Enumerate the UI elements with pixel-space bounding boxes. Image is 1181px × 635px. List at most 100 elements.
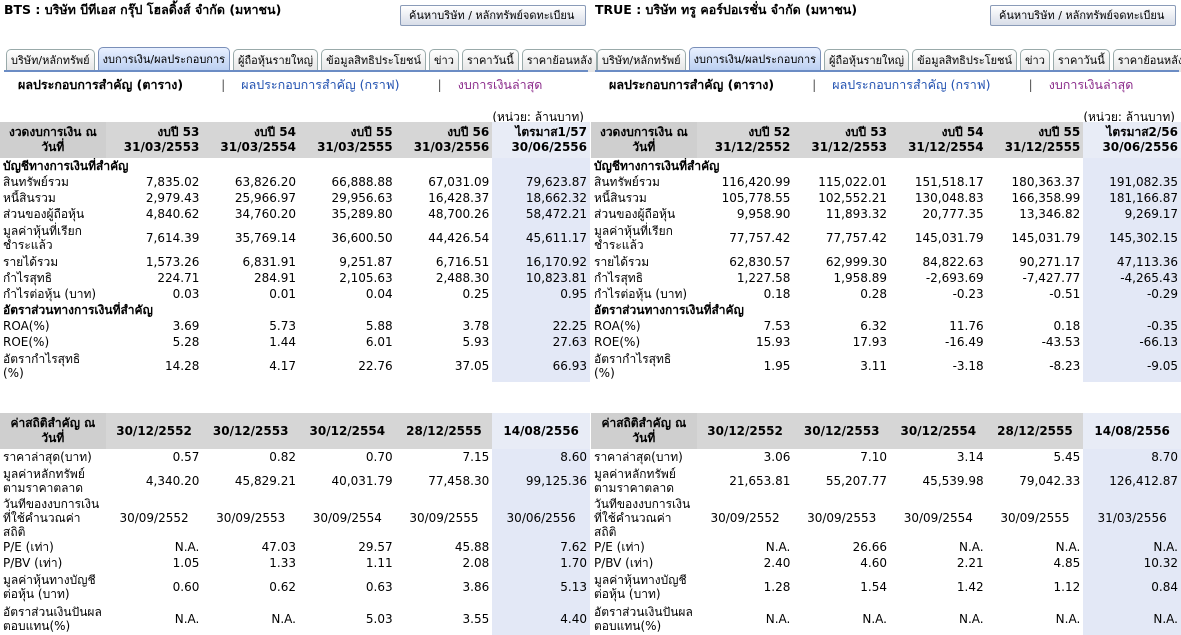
tab-4[interactable]: ข่าว: [429, 49, 459, 72]
row-label: กำไรต่อหุ้น (บาท): [3, 287, 97, 301]
value-cell: 0.25: [462, 287, 490, 301]
tab-0[interactable]: บริษัท/หลักทรัพย์: [597, 49, 686, 72]
row-label: อัตราส่วนเงินปันผลตอบแทน(%): [594, 605, 693, 633]
table-row: ROE(%) 15.93 17.93 -16.49 -43.53 -66.13: [591, 334, 1181, 350]
value-cell: 7.53: [763, 319, 791, 333]
sub-navigation: ผลประกอบการสำคัญ (ตาราง) | ผลประกอบการสำคั…: [18, 75, 542, 95]
value-cell: 1.12: [1053, 580, 1081, 594]
table-row: หนี้สินรวม 2,979.43 25,966.97 29,956.63 16,4…: [0, 190, 590, 206]
row-label: P/E (เท่า): [3, 540, 54, 554]
table-row: อัตราส่วนเงินปันผลตอบแทน(%) N.A. N.A. 5.03 3…: [0, 603, 590, 635]
value-cell: 145,031.79: [914, 231, 984, 245]
value-cell: 0.84: [1083, 571, 1181, 603]
value-cell: 44,426.54: [428, 231, 490, 245]
section-heading: อัตราส่วนทางการเงินที่สำคัญ: [594, 303, 744, 317]
row-label: P/BV (เท่า): [594, 556, 654, 570]
tab-5[interactable]: ราคาวันนี้: [461, 49, 519, 72]
value-cell: 45,611.17: [492, 222, 590, 254]
tab-1[interactable]: งบการเงิน/ผลประกอบการ: [97, 47, 231, 72]
period-column-header: งบปี 53 31/12/2553: [793, 122, 890, 158]
value-cell: 2,979.43: [145, 191, 200, 205]
table-row: อัตราส่วนเงินปันผลตอบแทน(%) N.A. N.A. N.A. N…: [591, 603, 1181, 635]
value-cell: 18,662.32: [492, 190, 590, 206]
value-cell: 35,769.14: [234, 231, 296, 245]
value-cell: 30/09/2555: [409, 511, 479, 525]
row-label: ROA(%): [594, 319, 641, 333]
stat-date-column: 30/12/2554: [889, 413, 987, 449]
tab-3[interactable]: ข้อมูลสิทธิประโยชน์: [912, 49, 1017, 72]
stat-date-column: 14/08/2556: [1083, 413, 1181, 449]
value-cell: 6.01: [365, 335, 393, 349]
value-cell: -3.18: [952, 359, 984, 373]
value-cell: 22.25: [492, 318, 590, 334]
stat-date-column: 30/12/2552: [696, 413, 794, 449]
value-cell: 145,031.79: [1011, 231, 1081, 245]
value-cell: 1.11: [365, 556, 393, 570]
table-row: P/BV (เท่า) 1.05 1.33 1.11 2.08 1.70: [0, 555, 590, 571]
value-cell: 1.33: [269, 556, 296, 570]
subnav-latest-link[interactable]: งบการเงินล่าสุด: [457, 77, 543, 92]
tab-5[interactable]: ราคาวันนี้: [1052, 49, 1110, 72]
value-cell: 1,958.89: [833, 271, 887, 285]
table-row: กำไรสุทธิ 1,227.58 1,958.89 -2,693.69 -7,427…: [591, 270, 1181, 286]
row-label: ส่วนของผู้ถือหุ้น: [594, 207, 676, 221]
table-row: ส่วนของผู้ถือหุ้น 4,840.62 34,760.20 35,289…: [0, 206, 590, 222]
value-cell: 0.18: [763, 287, 791, 301]
value-cell: 21,653.81: [729, 474, 791, 488]
company-title: BTS : บริษัท บีทีเอส กรุ๊ป โฮลดิ้งส์ จำก…: [4, 2, 282, 17]
value-cell: 2,488.30: [435, 271, 490, 285]
value-cell: 1.42: [956, 580, 984, 594]
row-label: มูลค่าหุ้นทางบัญชีต่อหุ้น (บาท): [594, 573, 687, 601]
value-cell: 62,830.57: [729, 255, 791, 269]
value-cell: 8.60: [492, 449, 590, 465]
tab-2[interactable]: ผู้ถือหุ้นรายใหญ่: [233, 49, 319, 72]
value-cell: 116,420.99: [721, 175, 791, 189]
value-cell: 55,207.77: [825, 474, 887, 488]
value-cell: 11.76: [949, 319, 984, 333]
value-cell: 105,778.55: [721, 191, 791, 205]
table-header: ค่าสถิติสำคัญ ณ วันที่ 30/12/2552 30/12/25…: [591, 413, 1181, 449]
stat-date-column: 30/12/2553: [202, 413, 299, 449]
stat-date-column: 30/12/2552: [105, 413, 203, 449]
value-cell: 7.10: [860, 450, 887, 464]
search-company-button[interactable]: ค้นหาบริษัท / หลักทรัพย์จดทะเบียน: [990, 5, 1176, 26]
row-label: ส่วนของผู้ถือหุ้น: [3, 207, 85, 221]
value-cell: 37.05: [454, 359, 490, 373]
value-cell: 5.13: [492, 571, 590, 603]
value-cell: 1.05: [172, 556, 200, 570]
stat-date-header: ค่าสถิติสำคัญ ณ วันที่: [0, 413, 106, 449]
tab-3[interactable]: ข้อมูลสิทธิประโยชน์: [321, 49, 426, 72]
period-date: 31/12/2554: [908, 140, 984, 154]
table-row: ROE(%) 5.28 1.44 6.01 5.93 27.63: [0, 334, 590, 350]
search-company-button[interactable]: ค้นหาบริษัท / หลักทรัพย์จดทะเบียน: [400, 5, 586, 26]
subnav-graph-link[interactable]: ผลประกอบการสำคัญ (กราฟ): [832, 77, 991, 92]
table-row: มูลค่าหลักทรัพย์ตามราคาตลาด 21,653.81 55,2…: [591, 465, 1181, 497]
tab-1[interactable]: งบการเงิน/ผลประกอบการ: [688, 47, 822, 72]
subnav-graph-link[interactable]: ผลประกอบการสำคัญ (กราฟ): [241, 77, 400, 92]
value-cell: 0.70: [365, 450, 393, 464]
value-cell: 5.73: [269, 319, 296, 333]
tab-6[interactable]: ราคาย้อนหลัง: [1112, 49, 1181, 72]
table-row: วันที่ของงบการเงินที่ใช้คำนวณค่าสถิติ 30/…: [0, 497, 590, 539]
tab-2[interactable]: ผู้ถือหุ้นรายใหญ่: [824, 49, 910, 72]
table-row: สินทรัพย์รวม 116,420.99 115,022.01 151,518.…: [591, 174, 1181, 190]
value-cell: 3.55: [462, 612, 490, 626]
row-label: มูลค่าหุ้นที่เรียกชำระแล้ว: [3, 224, 82, 252]
table-row: มูลค่าหุ้นทางบัญชีต่อหุ้น (บาท) 1.28 1.54 1…: [591, 571, 1181, 603]
value-cell: 0.62: [269, 580, 296, 594]
tab-4[interactable]: ข่าว: [1020, 49, 1050, 72]
value-cell: 0.04: [365, 287, 393, 301]
company-title: TRUE : บริษัท ทรู คอร์ปอเรชั่น จำกัด (มห…: [595, 2, 858, 17]
value-cell: 3.14: [956, 450, 984, 464]
value-cell: 63,826.20: [234, 175, 296, 189]
period-column-header: งบปี 55 31/03/2555: [298, 122, 396, 158]
value-cell: -4,265.43: [1083, 270, 1181, 286]
tab-0[interactable]: บริษัท/หลักทรัพย์: [6, 49, 95, 72]
section-heading: บัญชีทางการเงินที่สำคัญ: [3, 159, 129, 173]
value-cell: 5.45: [1053, 450, 1081, 464]
period-column-header: ไตรมาส2/56 30/06/2556: [1083, 122, 1181, 158]
tab-6[interactable]: ราคาย้อนหลัง: [521, 49, 598, 72]
subnav-latest-link[interactable]: งบการเงินล่าสุด: [1048, 77, 1134, 92]
row-label: ราคาล่าสุด(บาท): [594, 450, 683, 464]
value-cell: 11,893.32: [825, 207, 887, 221]
